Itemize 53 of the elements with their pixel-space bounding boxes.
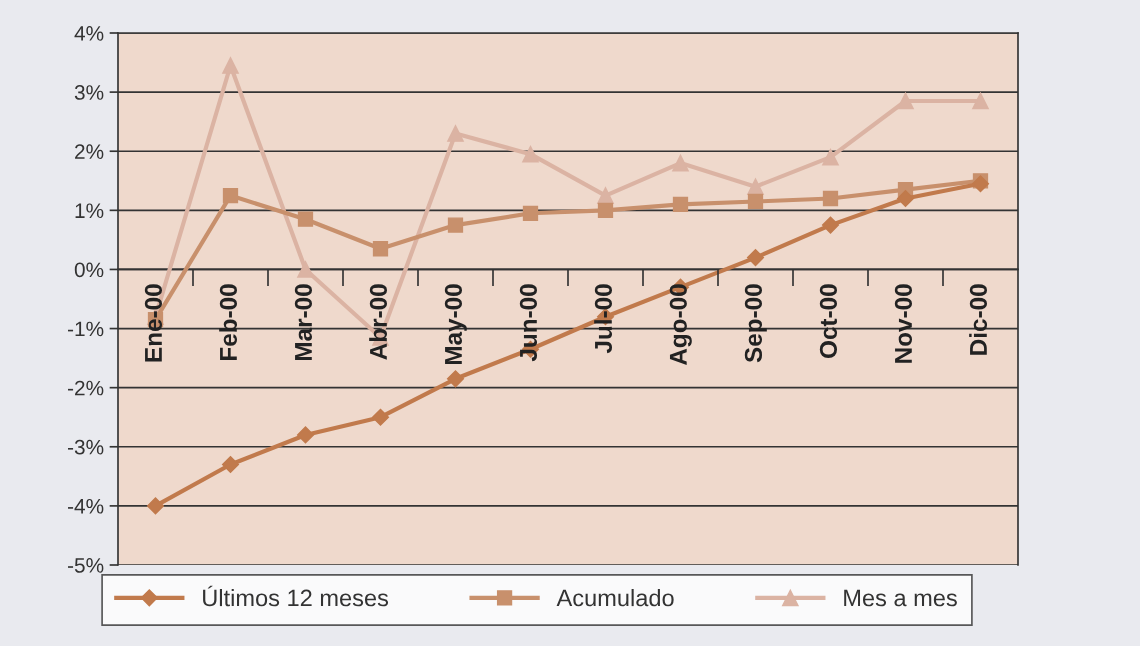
y-tick-label: 1%: [75, 203, 104, 219]
point: [297, 261, 314, 278]
x-tick-label: Ene-00: [144, 284, 163, 362]
point: [146, 497, 165, 515]
point: [672, 196, 689, 213]
y-tick-label: -3%: [67, 439, 104, 455]
point: [822, 190, 839, 207]
point: [821, 216, 840, 234]
y-tick-label: 3%: [74, 85, 104, 100]
point: [447, 125, 464, 142]
point: [297, 211, 314, 227]
y-tick-label: -2%: [67, 380, 104, 396]
point: [446, 370, 465, 388]
legend-label: Acumulado: [556, 588, 674, 607]
x-tick-label: Oct-00: [819, 284, 838, 358]
x-tick-label: Sep-00: [744, 284, 767, 363]
y-tick-label: -1%: [67, 321, 104, 337]
point: [896, 189, 915, 208]
point: [296, 426, 315, 444]
point: [822, 148, 839, 166]
legend-label: Mes a mes: [844, 589, 957, 607]
point: [222, 57, 239, 74]
point: [221, 455, 240, 474]
y-tick-label: -5%: [67, 558, 104, 573]
legend-label: Últimos 12 meses: [203, 585, 389, 607]
x-tick-label: Nov-00: [894, 284, 913, 363]
y-tick-label: 0%: [74, 262, 104, 278]
x-tick-label: Jul-00: [594, 284, 613, 354]
x-tick-label: Abr-00: [369, 284, 388, 360]
point: [747, 193, 764, 210]
point: [746, 249, 765, 267]
point: [597, 202, 614, 218]
x-tick-label: Mar-00: [294, 284, 313, 361]
point: [972, 92, 989, 110]
point: [597, 187, 614, 204]
point: [371, 408, 390, 426]
point: [222, 187, 239, 204]
y-tick-label: 2%: [75, 144, 104, 159]
point: [672, 154, 689, 172]
point: [372, 241, 389, 257]
point: [971, 175, 990, 193]
point: [447, 217, 464, 233]
point: [897, 92, 914, 110]
point: [747, 178, 764, 196]
x-tick-label: Ago-00: [669, 284, 692, 366]
x-tick-label: Dic-00: [969, 284, 988, 355]
x-tick-label: Jun-00: [519, 284, 538, 362]
x-tick-label: May-00: [444, 284, 467, 365]
point: [522, 205, 539, 221]
point: [522, 145, 539, 163]
y-tick-label: 4%: [74, 26, 104, 41]
x-tick-label: Feb-00: [219, 284, 238, 361]
y-tick-label: -4%: [67, 498, 104, 514]
